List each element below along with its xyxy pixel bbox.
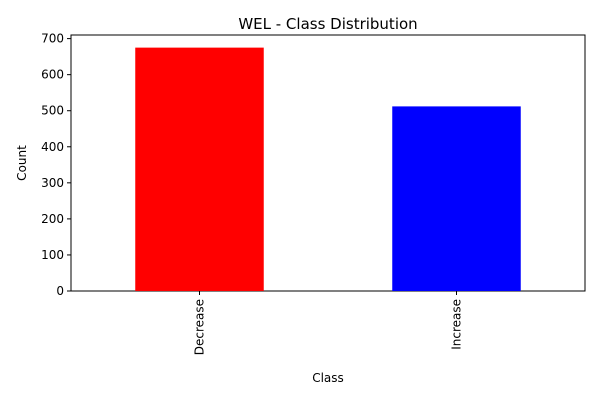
y-tick-label: 100 <box>41 248 64 262</box>
x-tick-label-decrease: Decrease <box>193 299 207 355</box>
plot-area-frame <box>70 34 586 292</box>
y-tick-label: 700 <box>41 32 64 46</box>
y-axis: 0 100 200 300 400 500 600 700 <box>41 32 71 298</box>
y-tick-label: 200 <box>41 212 64 226</box>
y-tick-label: 0 <box>56 284 64 298</box>
y-tick-label: 300 <box>41 176 64 190</box>
y-axis-label: Count <box>15 145 29 181</box>
x-axis-label: Class <box>312 371 344 385</box>
x-axis: Decrease Increase <box>193 291 464 355</box>
x-tick-label-increase: Increase <box>450 299 464 350</box>
bars-layer <box>135 47 521 292</box>
bar-decrease <box>135 47 264 291</box>
y-tick-label: 400 <box>41 140 64 154</box>
chart-title: WEL - Class Distribution <box>238 15 417 33</box>
y-tick-label: 500 <box>41 104 64 118</box>
y-tick-label: 600 <box>41 68 64 82</box>
bar-increase <box>392 106 521 292</box>
